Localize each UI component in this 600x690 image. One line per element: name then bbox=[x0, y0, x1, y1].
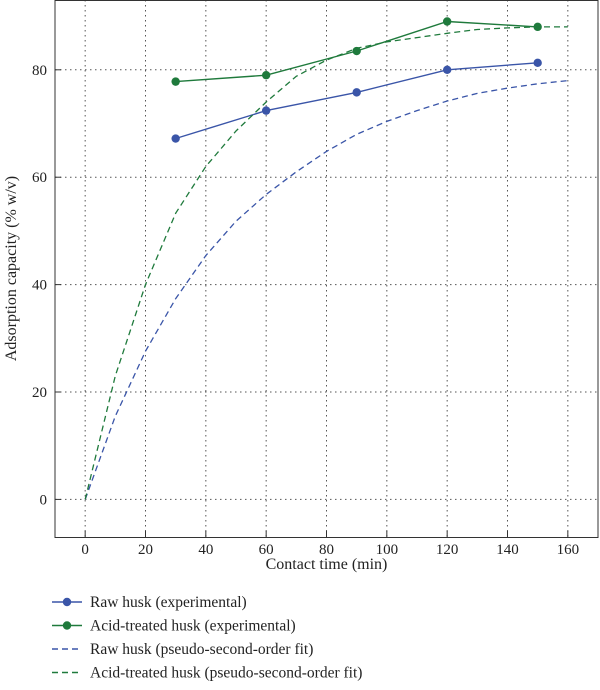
y-tick-label: 20 bbox=[32, 385, 47, 401]
grid bbox=[55, 0, 598, 537]
data-point bbox=[352, 88, 361, 97]
x-tick-label: 160 bbox=[557, 542, 580, 558]
legend-item: Acid-treated husk (pseudo-second-order f… bbox=[52, 665, 362, 682]
legend-item: Raw husk (experimental) bbox=[52, 594, 247, 611]
x-tick-label: 40 bbox=[198, 542, 213, 558]
data-point bbox=[442, 65, 452, 75]
data-point bbox=[171, 134, 180, 143]
x-tick-label: 120 bbox=[436, 542, 459, 558]
x-tick-label: 80 bbox=[319, 542, 334, 558]
data-point bbox=[171, 77, 180, 86]
series-line bbox=[84, 26, 568, 500]
legend-label: Raw husk (pseudo-second-order fit) bbox=[90, 641, 313, 658]
x-tick-label: 100 bbox=[376, 542, 399, 558]
y-tick-label: 60 bbox=[32, 170, 47, 186]
x-tick-label: 0 bbox=[81, 542, 89, 558]
y-tick-label: 0 bbox=[40, 492, 48, 508]
x-axis-label: Contact time (min) bbox=[266, 556, 388, 573]
legend-item: Acid-treated husk (experimental) bbox=[52, 618, 296, 635]
y-tick-label: 40 bbox=[32, 278, 47, 294]
series-line bbox=[84, 79, 568, 500]
legend-label: Raw husk (experimental) bbox=[90, 594, 247, 611]
ticks: 0 20 40 60 80 100 120 140 160 0 20 40 60 80 bbox=[32, 63, 579, 558]
legend-marker bbox=[62, 597, 72, 607]
x-tick-label: 60 bbox=[259, 542, 274, 558]
series-3 bbox=[84, 79, 568, 500]
data-point bbox=[261, 106, 271, 115]
series-line bbox=[175, 62, 538, 140]
data-point bbox=[442, 17, 452, 26]
plot-frame bbox=[54, 0, 599, 538]
legend-marker bbox=[62, 621, 72, 630]
series-1 bbox=[171, 58, 542, 143]
series-layer bbox=[84, 17, 568, 500]
legend-label: Acid-treated husk (experimental) bbox=[90, 618, 296, 635]
data-point bbox=[533, 58, 542, 68]
legend-item: Raw husk (pseudo-second-order fit) bbox=[52, 641, 313, 658]
x-tick-label: 20 bbox=[138, 542, 153, 558]
series-2 bbox=[171, 17, 542, 86]
series-4 bbox=[84, 26, 568, 500]
y-tick-label: 80 bbox=[32, 63, 47, 79]
legend: Raw husk (experimental) Acid-treated husk… bbox=[52, 594, 362, 682]
data-point bbox=[261, 70, 271, 80]
y-axis-label: Adsorption capacity (% w/v) bbox=[3, 176, 20, 361]
data-point bbox=[352, 46, 361, 56]
legend-label: Acid-treated husk (pseudo-second-order f… bbox=[90, 665, 362, 682]
x-tick-label: 140 bbox=[496, 542, 519, 558]
